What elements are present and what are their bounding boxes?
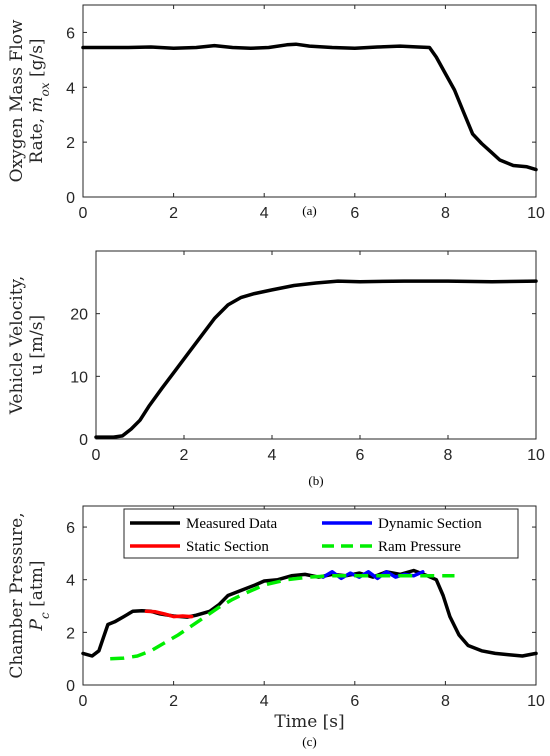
legend-entry: Ram Pressure bbox=[378, 539, 461, 555]
y-tick-label: 2 bbox=[66, 625, 75, 642]
x-tick-label: 8 bbox=[444, 447, 453, 464]
y-tick-label: 6 bbox=[66, 25, 75, 42]
panel-caption: (b) bbox=[308, 473, 323, 488]
x-tick-label: 8 bbox=[441, 693, 450, 710]
y-axis-label: Rate, ṁox [g/s] bbox=[27, 38, 52, 163]
y-tick-label: 4 bbox=[66, 573, 75, 590]
chart-panel-c: 0 2 4 6 8 10 0 2 4 6 Chamber Pressure, Pc [atm] Time… bbox=[7, 505, 545, 749]
x-tick-label: 10 bbox=[527, 693, 545, 710]
y-axis-label: u [m/s] bbox=[27, 315, 47, 375]
x-tick-label: 2 bbox=[169, 693, 178, 710]
x-tick-label: 10 bbox=[527, 447, 545, 464]
y-axis-label: Oxygen Mass Flow bbox=[7, 19, 27, 182]
y-axis-label: Chamber Pressure, bbox=[7, 512, 27, 678]
series-line-data bbox=[94, 279, 538, 439]
series-line-data bbox=[81, 42, 538, 172]
x-tick-label: 6 bbox=[356, 447, 365, 464]
y-tick-label: 2 bbox=[66, 135, 75, 152]
x-tick-label: 4 bbox=[260, 205, 269, 222]
y-tick-label: 0 bbox=[66, 678, 75, 695]
y-axis-label: Pc [atm] bbox=[27, 561, 52, 632]
x-axis-label: Time [s] bbox=[274, 712, 344, 732]
y-tick-label: 0 bbox=[66, 190, 75, 207]
chart-panel-b: 0 2 4 6 8 10 0 10 20 Vehicle Velocity, u [m/s] (b) bbox=[7, 250, 545, 488]
y-tick-label: 4 bbox=[66, 80, 75, 97]
x-tick-label: 0 bbox=[79, 693, 88, 710]
y-tick-label: 20 bbox=[70, 307, 88, 324]
legend-entry: Static Section bbox=[186, 539, 269, 555]
x-tick-label: 4 bbox=[268, 447, 277, 464]
y-tick-label: 6 bbox=[66, 520, 75, 537]
x-tick-label: 4 bbox=[260, 693, 269, 710]
x-tick-label: 6 bbox=[350, 693, 359, 710]
x-tick-label: 2 bbox=[169, 205, 178, 222]
legend: Measured Data Dynamic Section Static Secti… bbox=[123, 508, 519, 559]
panel-caption: (a) bbox=[302, 203, 316, 218]
y-tick-label: 10 bbox=[70, 369, 88, 386]
x-tick-label: 6 bbox=[350, 205, 359, 222]
plot-area-c bbox=[82, 505, 537, 686]
y-tick-label: 0 bbox=[79, 432, 88, 449]
series-line-ram-pressure bbox=[110, 574, 455, 661]
series-line-measured-data bbox=[81, 568, 538, 658]
x-tick-label: 0 bbox=[79, 205, 88, 222]
x-tick-label: 0 bbox=[92, 447, 101, 464]
panel-caption: (c) bbox=[302, 734, 316, 749]
x-tick-label: 10 bbox=[527, 205, 545, 222]
series-line-static-section bbox=[144, 609, 194, 619]
legend-entry: Measured Data bbox=[186, 516, 278, 532]
plot-area-b bbox=[95, 250, 537, 440]
x-tick-label: 8 bbox=[441, 205, 450, 222]
plot-area-a bbox=[82, 4, 537, 198]
y-axis-label: Vehicle Velocity, bbox=[7, 276, 27, 416]
chart-panel-a: 0 2 4 6 8 10 0 2 4 6 Oxygen Mass Flow Rate, ṁox [g/… bbox=[7, 4, 545, 222]
legend-box bbox=[123, 508, 519, 559]
x-tick-label: 2 bbox=[180, 447, 189, 464]
legend-entry: Dynamic Section bbox=[378, 516, 482, 532]
